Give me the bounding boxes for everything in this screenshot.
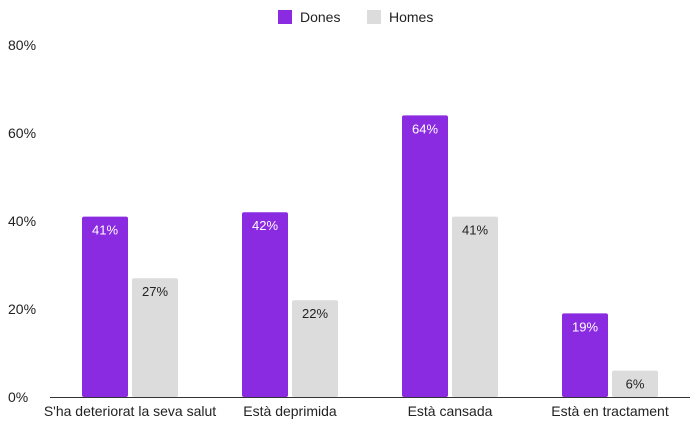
data-label: 6% [626,377,645,392]
y-tick-label: 80% [8,37,36,53]
bar [82,216,128,397]
bars: 41% 42% 64% 19% 27% 22% 41% 6% [82,115,658,398]
data-label: 42% [252,218,278,233]
x-tick-label: Està en tractament [551,403,669,419]
legend-swatch [278,10,292,24]
bar [132,278,178,397]
y-tick-label: 20% [8,301,36,317]
legend-label: Homes [389,9,433,25]
data-label: 41% [92,223,118,238]
bar [452,216,498,397]
x-tick-label: Està cansada [408,403,493,419]
y-tick-label: 0% [8,389,28,405]
bar [242,212,288,397]
legend-swatch [367,10,381,24]
bar [402,115,448,398]
x-tick-label: S'ha deteriorat la seva salut [44,403,216,419]
data-label: 19% [572,319,598,334]
x-axis: S'ha deteriorat la seva salut Està deprim… [44,397,690,419]
data-label: 27% [142,284,168,299]
data-label: 64% [412,121,438,136]
legend: Dones Homes [278,9,433,25]
legend-label: Dones [300,9,340,25]
y-tick-label: 40% [8,213,36,229]
y-tick-label: 60% [8,125,36,141]
data-label: 22% [302,306,328,321]
x-tick-label: Està deprimida [243,403,337,419]
bar [562,313,608,397]
bar [292,300,338,397]
data-label: 41% [462,223,488,238]
y-axis: 0% 20% 40% 60% 80% [8,37,36,405]
bar [612,370,658,397]
